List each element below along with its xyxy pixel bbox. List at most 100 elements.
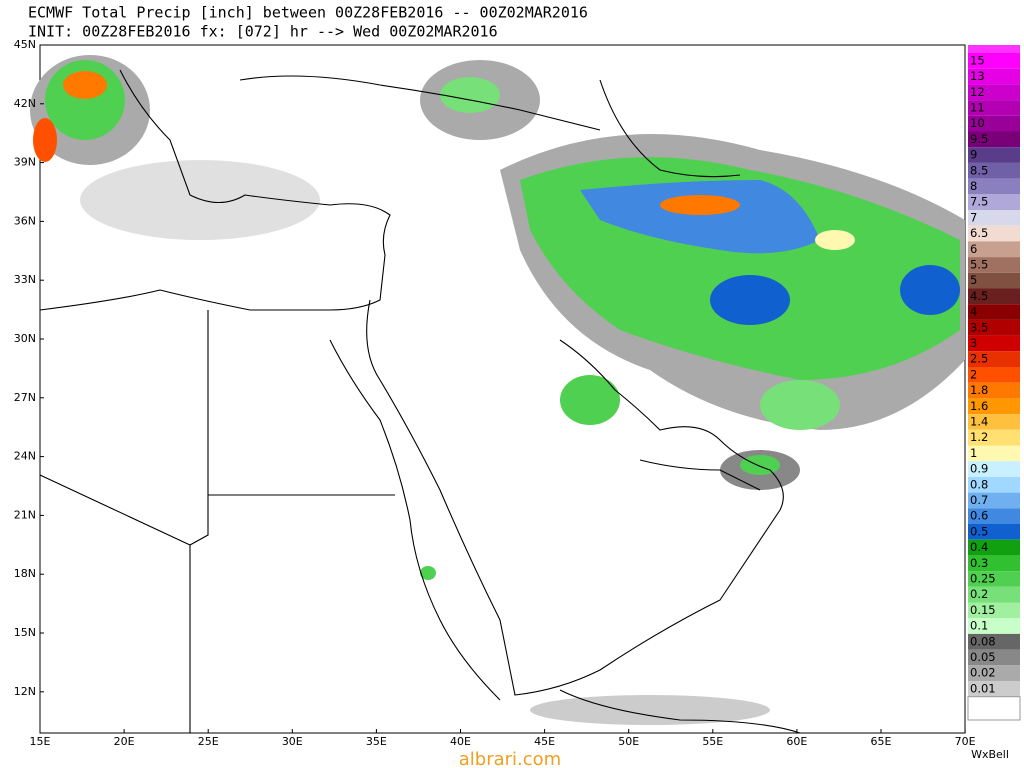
colorbar-label: 9.5 (970, 132, 988, 146)
colorbar-swatch (968, 257, 1020, 273)
colorbar-label: 8 (970, 179, 977, 193)
lon-label: 45E (534, 735, 555, 748)
colorbar-swatch (968, 633, 1020, 650)
colorbar-swatch (968, 571, 1020, 587)
colorbar-swatch (968, 476, 1020, 493)
subtitle: INIT: 00Z28FEB2016 fx: [072] hr --> Wed … (28, 23, 498, 41)
lat-label: 45N (14, 38, 36, 51)
colorbar-swatch (968, 272, 1020, 289)
lon-label: 70E (955, 735, 976, 748)
colorbar-swatch (968, 335, 1020, 352)
lat-label: 12N (14, 685, 36, 698)
lon-label: 60E (786, 735, 807, 748)
colorbar-label: 0.9 (970, 462, 988, 476)
colorbar-label: 0.4 (970, 540, 988, 554)
lat-label: 27N (14, 391, 36, 404)
colorbar-label: 0.1 (970, 619, 988, 633)
colorbar-label: 0.02 (970, 666, 996, 680)
colorbar-label: 2 (970, 367, 977, 381)
lon-label: 55E (702, 735, 723, 748)
colorbar-swatch (968, 288, 1020, 305)
lon-label: 65E (871, 735, 892, 748)
colorbar-swatch (968, 147, 1020, 163)
colorbar-label: 1.4 (970, 414, 988, 428)
lat-label: 21N (14, 508, 36, 521)
colorbar-swatch (968, 445, 1020, 462)
colorbar-label: 13 (970, 69, 985, 83)
colorbar-swatch (968, 194, 1020, 210)
colorbar-swatch (968, 68, 1020, 85)
colorbar-swatch (968, 602, 1020, 619)
colorbar-swatch (968, 319, 1020, 336)
colorbar-label: 15 (970, 53, 985, 67)
watermark: albrari.com (459, 749, 561, 768)
colorbar-label: 0.25 (970, 571, 996, 585)
colorbar-swatch (968, 367, 1020, 383)
colorbar-swatch (968, 382, 1020, 399)
colorbar-label: 0.6 (970, 509, 988, 523)
colorbar-label: 0.01 (970, 681, 996, 695)
colorbar-label: 0.3 (970, 556, 988, 570)
colorbar-swatch (968, 53, 1020, 69)
colorbar-label: 6 (970, 242, 977, 256)
colorbar-swatch (968, 351, 1020, 367)
colorbar-label: 6.5 (970, 226, 988, 240)
lat-label: 15N (14, 626, 36, 639)
colorbar-swatch (968, 241, 1020, 258)
colorbar-swatch (968, 649, 1020, 666)
colorbar-label: 0.8 (970, 477, 988, 491)
colorbar-swatch (968, 84, 1020, 101)
colorbar-swatch (968, 539, 1020, 556)
colorbar-label: 12 (970, 85, 985, 99)
colorbar-label: 2.5 (970, 352, 988, 366)
colorbar-label: 0.05 (970, 650, 996, 664)
colorbar-swatch (968, 225, 1020, 242)
lon-label: 40E (450, 735, 471, 748)
colorbar-swatch (968, 162, 1020, 179)
brand: WxBell (971, 748, 1009, 761)
colorbar-swatch (968, 665, 1020, 681)
colorbar-swatch (968, 555, 1020, 572)
precip (30, 55, 965, 725)
colorbar-label: 11 (970, 100, 985, 114)
colorbar-label: 4 (970, 305, 977, 319)
lat-label: 24N (14, 450, 36, 463)
lat-label: 30N (14, 332, 36, 345)
colorbar-swatch (968, 492, 1020, 509)
colorbar-label: 1.2 (970, 430, 988, 444)
lon-label: 25E (198, 735, 219, 748)
colorbar-label: 0.2 (970, 587, 988, 601)
colorbar-label: 8.5 (970, 163, 988, 177)
colorbar-label: 10 (970, 116, 985, 130)
colorbar-label: 1.8 (970, 383, 988, 397)
colorbar-swatch (968, 304, 1020, 320)
lon-label: 20E (114, 735, 135, 748)
colorbar-label: 5.5 (970, 257, 988, 271)
colorbar-swatch (968, 681, 1020, 697)
title: ECMWF Total Precip [inch] between 00Z28F… (28, 4, 588, 22)
colorbar-label: 3 (970, 336, 977, 350)
lat-label: 42N (14, 97, 36, 110)
colorbar-swatch (968, 618, 1020, 634)
colorbar-label: 0.08 (970, 634, 996, 648)
lat-label: 39N (14, 156, 36, 169)
lon-label: 35E (366, 735, 387, 748)
colorbar-label: 7 (970, 210, 977, 224)
lon-label: 15E (30, 735, 51, 748)
colorbar-swatch (968, 131, 1020, 148)
colorbar-label: 1.6 (970, 399, 988, 413)
colorbar-swatch (968, 100, 1020, 116)
colorbar-swatch (968, 210, 1020, 226)
colorbar-label: 0.7 (970, 493, 988, 507)
colorbar-swatch (968, 414, 1020, 430)
colorbar-swatch (968, 115, 1020, 132)
colorbar-swatch (968, 586, 1020, 603)
colorbar-swatch (968, 178, 1020, 195)
colorbar-label: 1 (970, 446, 977, 460)
lat-label: 33N (14, 273, 36, 286)
lon-label: 30E (282, 735, 303, 748)
colorbar-label: 4.5 (970, 289, 988, 303)
lat-label: 18N (14, 567, 36, 580)
lon-label: 50E (618, 735, 639, 748)
